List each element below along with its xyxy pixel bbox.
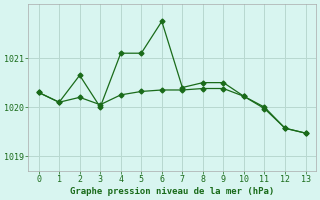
- X-axis label: Graphe pression niveau de la mer (hPa): Graphe pression niveau de la mer (hPa): [70, 187, 274, 196]
